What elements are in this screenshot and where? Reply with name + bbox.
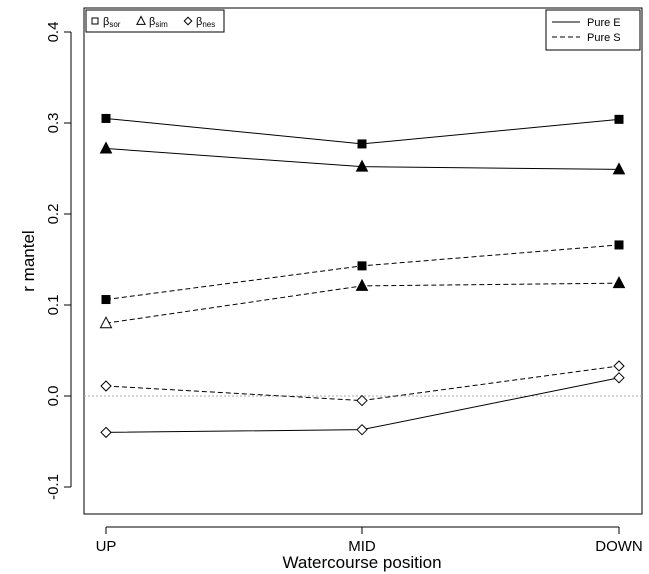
point-triangle xyxy=(99,141,113,154)
point-diamond xyxy=(100,380,112,392)
point-diamond xyxy=(100,426,112,439)
legend-entry-label: Pure S xyxy=(587,32,621,44)
point-diamond xyxy=(356,423,368,436)
point-square xyxy=(101,113,111,123)
point-triangle xyxy=(612,162,626,175)
point-triangle xyxy=(355,278,369,291)
series-layer xyxy=(99,113,626,439)
legend-entry-pure-s: Pure S xyxy=(552,32,621,44)
marker-legend: βsor βsim βnes xyxy=(85,9,225,33)
y-tick-label: 0.0 xyxy=(45,386,62,407)
series-sim-pure-s xyxy=(99,276,626,329)
line-legend-box xyxy=(545,9,641,51)
plot-frame xyxy=(83,7,643,515)
legend-entry-sor: βsor xyxy=(91,16,121,29)
series-nes-pure-s xyxy=(100,360,625,407)
legend-square-marker xyxy=(91,17,99,25)
legend-triangle-marker xyxy=(136,15,146,25)
x-tick-label: DOWN xyxy=(595,538,643,555)
legend-diamond-marker xyxy=(183,16,193,26)
legend-entry-label: βsor xyxy=(103,16,121,29)
y-tick-label: 0.3 xyxy=(45,113,62,134)
point-diamond xyxy=(613,372,625,384)
x-axis: UP MID DOWN xyxy=(96,526,643,555)
point-square xyxy=(101,295,111,305)
y-tick-label: 0.4 xyxy=(45,22,62,43)
point-triangle xyxy=(612,276,626,289)
series-sim-pure-e xyxy=(99,141,626,175)
series-sor-pure-s xyxy=(101,240,624,305)
point-triangle xyxy=(99,316,113,329)
point-diamond xyxy=(613,360,625,372)
legend-entry-label: Pure E xyxy=(587,17,621,29)
line-legend: Pure E Pure S xyxy=(545,9,641,51)
x-tick-label: UP xyxy=(96,538,117,555)
legend-entry-label: βnes xyxy=(196,16,215,29)
legend-entry-nes: βnes xyxy=(183,16,215,29)
point-square xyxy=(357,139,367,149)
marker-legend-box xyxy=(85,9,225,33)
series-line xyxy=(105,244,620,301)
point-square xyxy=(357,261,367,271)
legend-entry-sim: βsim xyxy=(136,15,168,29)
point-triangle xyxy=(355,159,369,172)
y-tick-label: -0.1 xyxy=(45,474,62,500)
legend-entry-pure-e: Pure E xyxy=(552,17,621,29)
series-sor-pure-e xyxy=(101,113,624,149)
point-square xyxy=(614,240,624,250)
x-axis-title: Watercourse position xyxy=(282,553,441,572)
point-square xyxy=(614,114,624,124)
x-tick-label: MID xyxy=(348,538,376,555)
series-nes-pure-e xyxy=(100,372,625,439)
point-diamond xyxy=(356,394,368,407)
y-axis: -0.1 0.0 0.1 0.2 0.3 0.4 xyxy=(45,22,72,500)
y-tick-label: 0.2 xyxy=(45,204,62,225)
y-tick-label: 0.1 xyxy=(45,295,62,316)
legend-entry-label: βsim xyxy=(149,16,168,29)
y-axis-title: r mantel xyxy=(19,230,38,291)
